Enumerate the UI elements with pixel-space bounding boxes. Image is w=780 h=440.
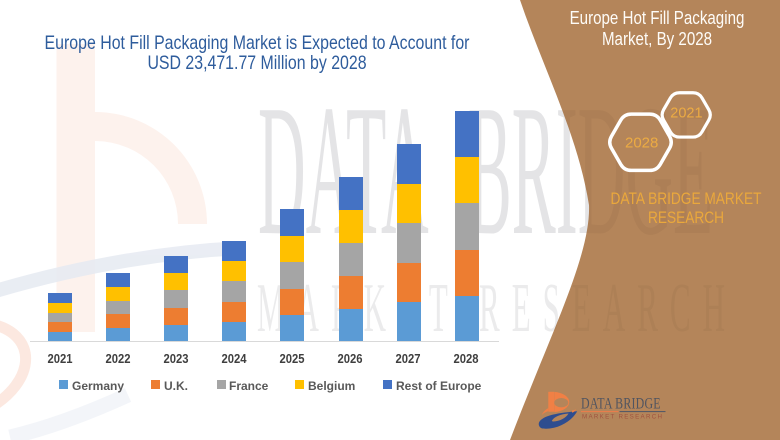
svg-text:DATA BRIDGE: DATA BRIDGE — [581, 395, 661, 413]
svg-text:2028: 2028 — [625, 134, 658, 151]
svg-text:MARKET RESEARCH: MARKET RESEARCH — [582, 414, 663, 421]
svg-text:2021: 2021 — [670, 106, 702, 122]
